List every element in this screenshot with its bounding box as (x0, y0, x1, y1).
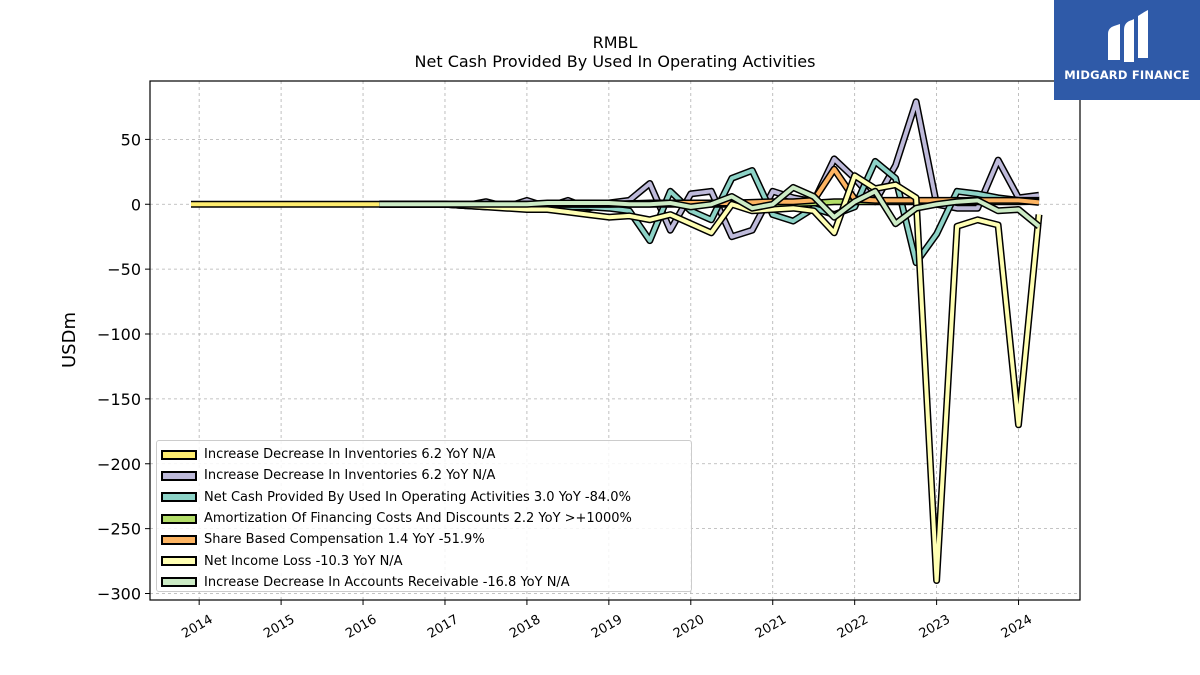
legend-item: Amortization Of Financing Costs And Disc… (161, 508, 691, 529)
legend-label: Increase Decrease In Inventories 6.2 YoY… (204, 468, 496, 484)
x-tick-label: 2020 (671, 612, 707, 642)
legend-label: Net Income Loss -10.3 YoY N/A (204, 553, 403, 569)
x-tick-label: 2021 (753, 612, 789, 642)
x-tick-label: 2022 (835, 612, 871, 642)
series-lines (191, 98, 1043, 584)
legend-item: Increase Decrease In Inventories 6.2 YoY… (161, 465, 691, 486)
legend-item: Net Cash Provided By Used In Operating A… (161, 487, 691, 508)
legend-item: Net Income Loss -10.3 YoY N/A (161, 550, 691, 571)
y-tick-label: −200 (97, 455, 141, 474)
y-axis-label: USDm (59, 312, 80, 368)
legend-swatch (161, 556, 197, 567)
x-tick-label: 2017 (425, 612, 461, 642)
legend-swatch (161, 449, 197, 460)
legend-label: Increase Decrease In Accounts Receivable… (204, 574, 570, 590)
x-tick-label: 2023 (917, 612, 953, 642)
brand-name: MIDGARD FINANCE (1064, 68, 1190, 82)
x-tick-label: 2016 (343, 612, 379, 642)
x-tick-label: 2018 (507, 612, 543, 642)
legend-swatch (161, 577, 197, 588)
x-tick-label: 2024 (999, 612, 1035, 642)
series-line-7 (379, 183, 1042, 230)
legend-label: Amortization Of Financing Costs And Disc… (204, 511, 632, 527)
legend-item: Increase Decrease In Inventories 6.2 YoY… (161, 444, 691, 465)
brand-logo: MIDGARD FINANCE (1054, 0, 1200, 100)
legend-swatch (161, 513, 197, 524)
y-tick-label: −300 (97, 585, 141, 604)
y-tick-label: −250 (97, 520, 141, 539)
legend-label: Net Cash Provided By Used In Operating A… (204, 489, 631, 505)
x-tick-label: 2019 (589, 612, 625, 642)
midgard-logo-icon (1108, 10, 1148, 62)
series-line-5 (379, 165, 1040, 208)
y-tick-label: −150 (97, 390, 141, 409)
y-tick-label: −50 (107, 260, 141, 279)
series-stroke (379, 159, 1039, 265)
x-tick-label: 2014 (179, 612, 215, 642)
y-tick-label: 0 (131, 195, 141, 214)
legend-label: Increase Decrease In Inventories 6.2 YoY… (204, 447, 496, 463)
legend-swatch (161, 470, 197, 481)
legend-item: Share Based Compensation 1.4 YoY -51.9% (161, 529, 691, 550)
y-tick-label: −100 (97, 325, 141, 344)
legend-label: Share Based Compensation 1.4 YoY -51.9% (204, 532, 485, 548)
plot-frame (149, 80, 1081, 601)
legend-item: Increase Decrease In Accounts Receivable… (161, 572, 691, 593)
series-line-3 (379, 157, 1039, 267)
series-stroke (379, 185, 1041, 228)
chart-title: RMBL (592, 33, 638, 52)
y-tick-label: 50 (121, 130, 141, 149)
series-stroke (379, 167, 1040, 207)
legend-swatch (161, 534, 197, 545)
chart-subtitle: Net Cash Provided By Used In Operating A… (414, 52, 816, 71)
x-tick-label: 2015 (261, 612, 297, 642)
legend-swatch (161, 492, 197, 503)
series-outline (379, 157, 1039, 267)
chart-legend: Increase Decrease In Inventories 6.2 YoY… (156, 440, 692, 592)
